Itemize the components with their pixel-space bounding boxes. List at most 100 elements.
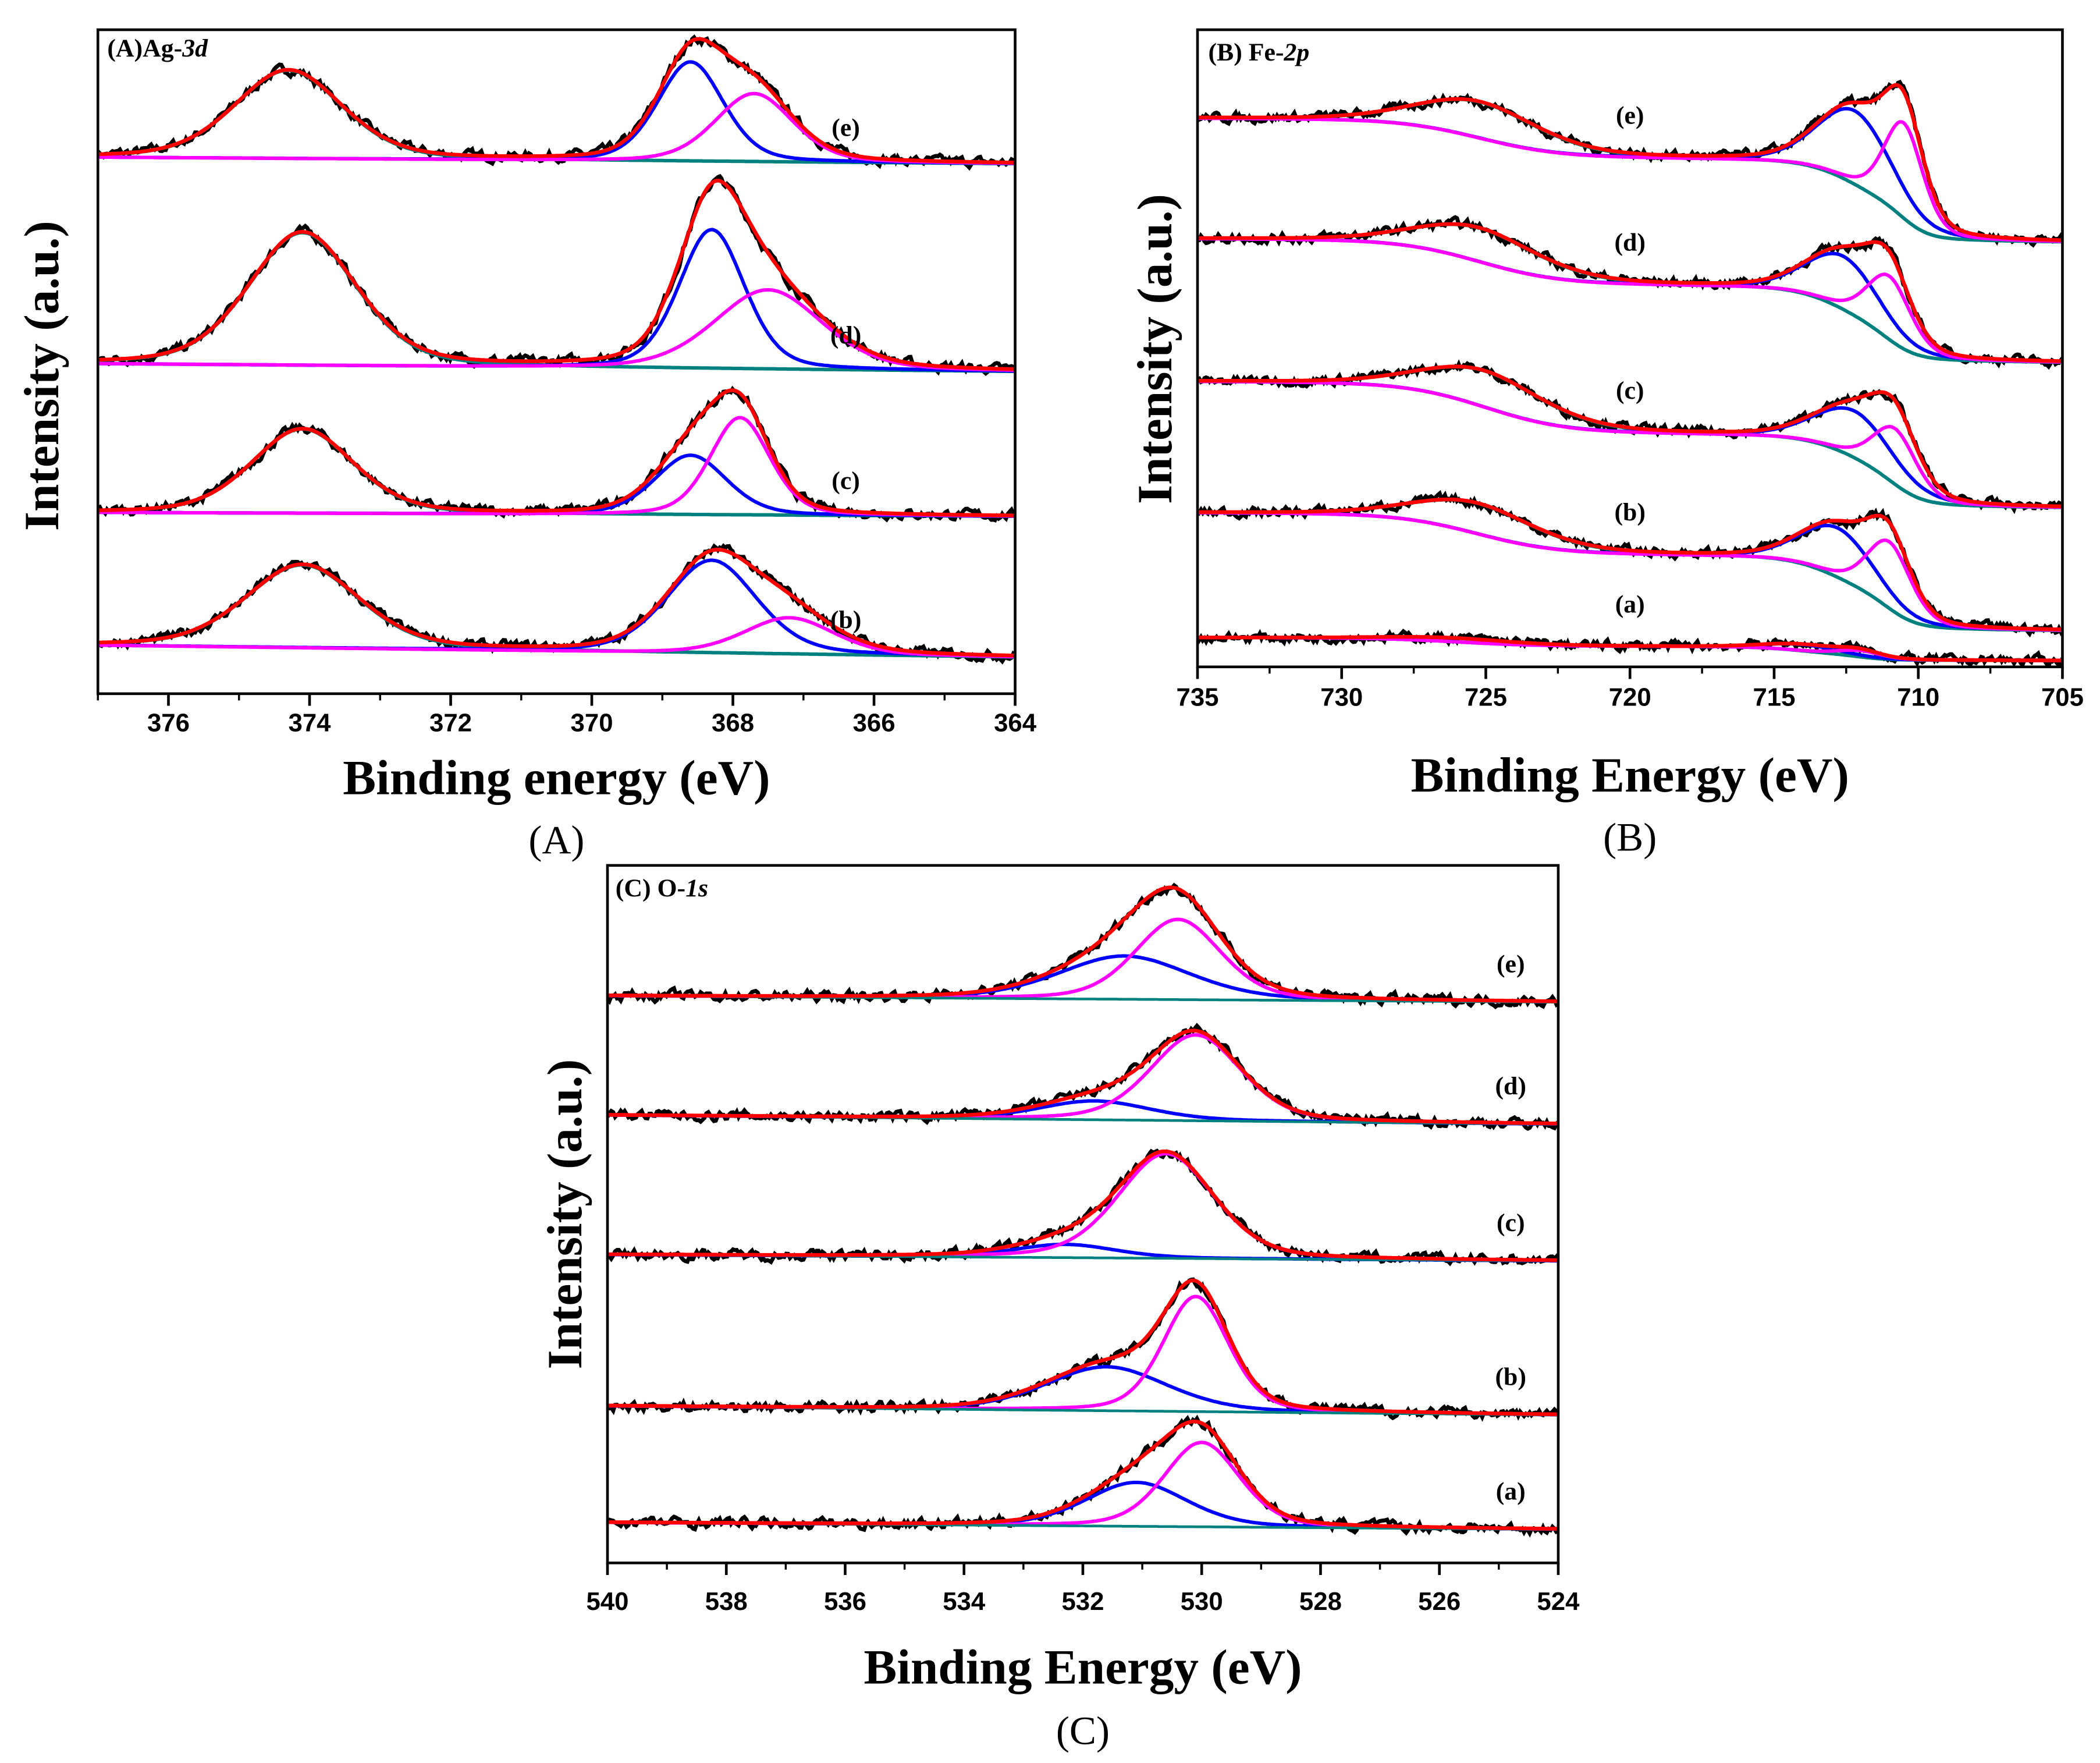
- spectrum-label: (a): [1615, 591, 1645, 619]
- spectrum-d: [98, 173, 1015, 377]
- fit-component-magenta: [1198, 379, 2063, 509]
- x-tick-label: 538: [705, 1587, 748, 1616]
- fit-envelope-line: [98, 548, 1015, 658]
- fit-envelope-line: [607, 885, 1558, 1003]
- plot-area: [98, 34, 1015, 665]
- measured-data-line: [607, 1277, 1558, 1422]
- x-axis-label: Binding Energy (eV): [1411, 748, 1849, 803]
- spectrum-label: (c): [1497, 1209, 1525, 1237]
- measured-data-line: [98, 385, 1015, 523]
- fit-component-magenta: [1198, 510, 2063, 632]
- fit-component-magenta: [98, 616, 1015, 659]
- panel-title-orbital: 2p: [1283, 38, 1309, 66]
- x-tick-label: 735: [1176, 683, 1218, 712]
- fit-envelope-line: [98, 388, 1015, 517]
- panel-caption: (B): [1603, 814, 1657, 859]
- x-tick-label: 730: [1320, 683, 1363, 712]
- x-tick-label: 534: [943, 1587, 986, 1616]
- x-tick-label: 366: [853, 708, 896, 737]
- spectrum-label: (c): [1616, 377, 1644, 405]
- fit-component-blue: [98, 558, 1015, 658]
- fit-component-magenta: [98, 288, 1015, 372]
- spectrum-label: (d): [830, 321, 862, 349]
- spectrum-e: [1198, 79, 2063, 248]
- spectrum-label: (b): [1614, 498, 1646, 526]
- panel-c-o1s: (e) (d) (c) (b) (a) 540 538 536 534 532 530 528 526 5…: [538, 864, 1580, 1753]
- fit-component-blue: [98, 60, 1015, 165]
- fit-component-magenta: [1198, 116, 2063, 243]
- panel-title: (B) Fe-2p: [1208, 38, 1309, 66]
- x-axis-label: Binding Energy (eV): [864, 1640, 1302, 1695]
- fit-envelope-line: [1198, 222, 2063, 363]
- spectrum-label: (b): [1495, 1363, 1526, 1391]
- x-tick-label: 536: [824, 1587, 866, 1616]
- fit-envelope-line: [607, 1278, 1558, 1417]
- x-tick-label: 720: [1609, 683, 1651, 712]
- fit-envelope-line: [1198, 83, 2063, 242]
- spectrum-label: (e): [832, 113, 860, 141]
- fit-component-magenta: [607, 917, 1558, 1003]
- fit-envelope-line: [607, 1420, 1558, 1531]
- x-tick-label: 526: [1418, 1587, 1461, 1616]
- panel-title: (A)Ag-3d: [107, 34, 208, 62]
- panel-caption: (A): [528, 817, 584, 862]
- spectrum-a: [1198, 628, 2063, 667]
- spectrum-b: [98, 543, 1015, 665]
- spectrum-c: [1198, 359, 2063, 515]
- fit-component-magenta: [98, 416, 1015, 518]
- x-tick-label: 524: [1537, 1587, 1580, 1616]
- x-tick-label: 532: [1061, 1587, 1104, 1616]
- spectrum-label: (d): [1495, 1072, 1526, 1100]
- spectrum-b: [607, 1277, 1558, 1422]
- fit-component-magenta: [1198, 237, 2063, 364]
- plot-frame: [96, 28, 1017, 696]
- spectrum-label: (e): [1616, 102, 1644, 130]
- plot-area: [1198, 79, 2063, 667]
- x-tick-label: 705: [2041, 683, 2084, 712]
- fit-component-magenta: [607, 1441, 1558, 1531]
- y-axis-label: Intensity (a.u.): [15, 221, 69, 531]
- spectrum-label: (e): [1497, 950, 1525, 978]
- fit-envelope-line: [607, 1149, 1558, 1262]
- measured-data-line: [607, 1414, 1558, 1538]
- fit-envelope-line: [607, 1028, 1558, 1126]
- panel-b-fe2p: (e) (d) (c) (b) (a) 735 730 725 720 715 710 705 Bind…: [1128, 28, 2084, 859]
- panel-title: (C) O-1s: [616, 874, 708, 902]
- spectrum-e: [607, 882, 1558, 1010]
- spectrum-d: [1198, 215, 2063, 370]
- plot-area: [607, 882, 1558, 1538]
- x-tick-label: 370: [571, 708, 613, 737]
- spectrum-b: [1198, 489, 2063, 638]
- spectrum-c: [98, 385, 1015, 523]
- x-tick-label: 528: [1299, 1587, 1342, 1616]
- x-tick-label: 530: [1181, 1587, 1223, 1616]
- y-axis-label: Intensity (a.u.): [538, 1059, 592, 1370]
- panel-title-orbital: 1s: [685, 874, 708, 902]
- x-axis-label: Binding energy (eV): [343, 751, 770, 806]
- x-tick-label: 372: [429, 708, 472, 737]
- fit-component-teal: [98, 427, 1015, 518]
- x-tick-label: 710: [1897, 683, 1939, 712]
- x-tick-label: 715: [1753, 683, 1795, 712]
- panel-title-orbital: 3d: [182, 34, 208, 62]
- panel-a-ag3d: (e) (d) (c) (b) 376 374 372 370 368 366 364 Binding…: [15, 28, 1037, 862]
- plot-frame: [606, 864, 1560, 1565]
- panel-caption: (C): [1056, 1708, 1110, 1753]
- spectrum-label: (b): [830, 606, 862, 634]
- fit-envelope-line: [1198, 364, 2063, 509]
- fit-envelope-line: [98, 37, 1015, 165]
- measured-data-line: [98, 173, 1015, 377]
- panel-title-prefix: (B) Fe-: [1208, 38, 1284, 66]
- x-tick-label: 540: [586, 1587, 628, 1616]
- x-tick-label: 376: [147, 708, 190, 737]
- y-axis-label: Intensity (a.u.): [1128, 194, 1182, 504]
- fit-envelope-line: [1198, 634, 2063, 662]
- spectrum-c: [607, 1148, 1558, 1267]
- fit-component-magenta: [607, 1033, 1558, 1126]
- fit-component-teal: [98, 563, 1015, 659]
- panel-title-prefix: (A)Ag-: [107, 34, 182, 62]
- spectrum-d: [607, 1023, 1558, 1131]
- x-tick-label: 725: [1465, 683, 1507, 712]
- spectrum-a: [607, 1414, 1558, 1538]
